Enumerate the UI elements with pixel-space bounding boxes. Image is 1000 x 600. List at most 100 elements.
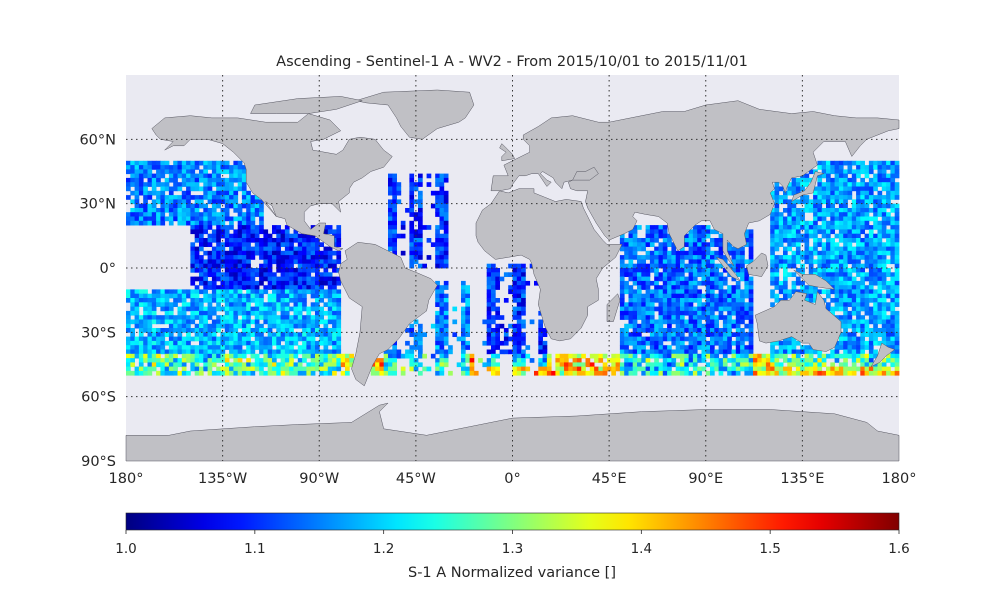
variance-pixel: [267, 250, 273, 256]
variance-pixel: [770, 353, 775, 359]
variance-pixel: [877, 332, 883, 337]
variance-pixel: [826, 255, 831, 260]
variance-pixel: [701, 302, 707, 307]
variance-pixel: [289, 268, 294, 273]
variance-pixel: [744, 315, 750, 320]
variance-pixel: [589, 370, 595, 376]
variance-pixel: [542, 349, 548, 355]
variance-pixel: [267, 345, 273, 350]
variance-pixel: [194, 195, 200, 200]
variance-pixel: [886, 259, 891, 265]
variance-pixel: [619, 362, 625, 368]
variance-pixel: [164, 366, 170, 372]
variance-pixel: [216, 186, 221, 192]
variance-pixel: [538, 319, 543, 325]
variance-pixel: [877, 263, 883, 269]
variance-pixel: [826, 233, 831, 239]
variance-pixel: [847, 349, 853, 355]
variance-pixel: [667, 259, 672, 265]
variance-pixel: [667, 345, 672, 350]
variance-pixel: [199, 319, 204, 325]
variance-pixel: [211, 169, 217, 175]
variance-pixel: [246, 370, 251, 376]
variance-pixel: [272, 259, 277, 265]
variance-pixel: [847, 298, 853, 303]
variance-pixel: [465, 366, 470, 372]
variance-pixel: [315, 302, 320, 307]
variance-pixel: [602, 353, 608, 359]
variance-pixel: [770, 293, 775, 299]
variance-pixel: [860, 242, 865, 247]
variance-pixel: [662, 345, 668, 350]
variance-pixel: [147, 208, 153, 213]
variance-pixel: [315, 310, 320, 316]
variance-pixel: [860, 263, 865, 269]
variance-pixel: [194, 302, 200, 307]
variance-pixel: [538, 366, 543, 372]
variance-pixel: [229, 195, 234, 200]
variance-pixel: [740, 328, 745, 333]
variance-pixel: [658, 298, 664, 303]
variance-pixel: [731, 370, 737, 376]
variance-pixel: [521, 332, 526, 337]
variance-pixel: [220, 259, 226, 265]
variance-pixel: [143, 302, 148, 307]
variance-pixel: [276, 268, 281, 273]
variance-pixel: [795, 233, 801, 239]
variance-pixel: [315, 319, 320, 325]
variance-pixel: [486, 328, 492, 333]
variance-pixel: [211, 323, 217, 329]
variance-pixel: [697, 225, 702, 230]
variance-pixel: [890, 208, 896, 213]
variance-pixel: [628, 285, 634, 290]
variance-pixel: [211, 336, 217, 342]
variance-pixel: [284, 306, 290, 312]
variance-pixel: [151, 362, 157, 368]
variance-pixel: [147, 203, 153, 209]
variance-pixel: [156, 216, 161, 222]
variance-pixel: [890, 220, 896, 226]
variance-pixel: [654, 263, 659, 269]
variance-pixel: [250, 332, 256, 337]
variance-pixel: [156, 289, 161, 295]
variance-pixel: [315, 246, 320, 252]
variance-pixel: [847, 238, 853, 243]
variance-pixel: [267, 323, 273, 329]
variance-pixel: [521, 323, 526, 329]
variance-pixel: [718, 336, 724, 342]
variance-pixel: [800, 186, 805, 192]
variance-pixel: [156, 165, 161, 170]
variance-pixel: [740, 268, 745, 273]
variance-pixel: [860, 246, 865, 252]
variance-pixel: [890, 323, 896, 329]
variance-pixel: [211, 370, 217, 376]
variance-pixel: [388, 182, 393, 187]
variance-pixel: [173, 173, 178, 179]
variance-pixel: [310, 259, 316, 265]
variance-pixel: [229, 315, 234, 320]
variance-pixel: [216, 160, 221, 166]
variance-pixel: [881, 332, 887, 337]
variance-pixel: [864, 208, 870, 213]
variance-pixel: [770, 268, 775, 273]
variance-pixel: [147, 366, 153, 372]
variance-pixel: [645, 225, 651, 230]
variance-pixel: [662, 319, 668, 325]
variance-pixel: [199, 186, 204, 192]
variance-pixel: [293, 293, 299, 299]
variance-pixel: [199, 358, 204, 363]
variance-pixel: [847, 323, 853, 329]
variance-pixel: [615, 362, 621, 368]
variance-pixel: [770, 255, 775, 260]
variance-pixel: [843, 353, 848, 359]
variance-pixel: [495, 272, 500, 277]
variance-pixel: [856, 229, 861, 235]
variance-pixel: [211, 246, 217, 252]
variance-pixel: [211, 268, 217, 273]
variance-pixel: [211, 173, 217, 179]
variance-pixel: [688, 298, 694, 303]
variance-pixel: [220, 285, 226, 290]
variance-pixel: [860, 370, 865, 376]
variance-pixel: [203, 216, 208, 222]
variance-pixel: [654, 238, 659, 243]
